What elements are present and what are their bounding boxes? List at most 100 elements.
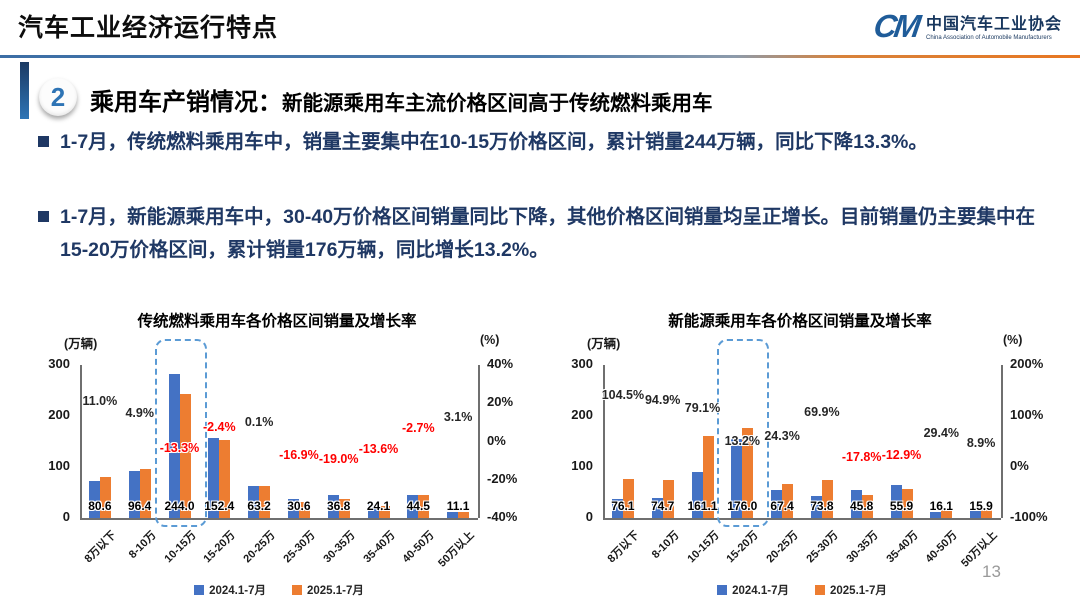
bar-2025 — [941, 509, 953, 518]
right-axis-tick-label: 200% — [1010, 356, 1044, 371]
y-axis-line — [80, 365, 82, 518]
bar-2024 — [691, 472, 703, 518]
y-axis-tick-label: 300 — [571, 356, 593, 371]
bar-2024 — [248, 485, 260, 518]
bar-value-label: 80.6 — [88, 499, 112, 513]
right-axis-tick-label: 20% — [487, 394, 514, 410]
bar-2024 — [287, 499, 299, 518]
growth-rate-label: 94.9% — [644, 392, 681, 407]
header-divider — [0, 55, 1080, 58]
bar-2024 — [890, 485, 902, 518]
bar-2025 — [99, 476, 111, 518]
growth-rate-label: -2.7% — [401, 420, 435, 435]
growth-rate-label: 29.4% — [923, 426, 960, 440]
bar-2024 — [930, 511, 942, 518]
bar-value-label: 67.4 — [770, 499, 794, 513]
section-heading: 乘用车产销情况：新能源乘用车主流价格区间高于传统燃料乘用车 — [90, 82, 713, 117]
bar-value-label: 73.8 — [810, 499, 834, 513]
bar-2025 — [179, 393, 191, 518]
bar-2025 — [742, 428, 754, 518]
growth-rate-label: -19.0% — [318, 451, 359, 466]
bar-value-label: 176.0 — [727, 499, 758, 513]
bar-value-label: 24.1 — [366, 499, 391, 513]
bar-2024 — [731, 438, 743, 518]
secondary-axis-line — [478, 365, 480, 518]
bar-2024 — [407, 494, 419, 518]
bar-value-label: 15.9 — [969, 499, 993, 513]
bar-2024 — [447, 512, 459, 518]
growth-rate-label: -13.3% — [159, 440, 200, 455]
growth-rate-label: 79.1% — [684, 400, 721, 415]
highlight-box — [717, 339, 770, 527]
growth-rate-label: 4.9% — [125, 406, 154, 421]
bar-2025 — [662, 479, 674, 518]
right-axis-unit: (%) — [1003, 333, 1023, 347]
bar-2025 — [338, 499, 350, 518]
page-title: 汽车工业经济运行特点 — [18, 14, 279, 42]
bar-2024 — [771, 490, 783, 518]
bullet-item: 1-7月，新能源乘用车中，30-40万价格区间销量同比下降，其他价格区间销量均呈… — [38, 201, 1052, 267]
bar-2025 — [901, 489, 913, 518]
bar-2025 — [458, 512, 470, 518]
bullet-square-icon — [38, 136, 49, 147]
growth-rate-label: 11.0% — [82, 394, 118, 409]
growth-rate-label: 8.9% — [966, 436, 996, 451]
bullet-text: 1-7月，新能源乘用车中，30-40万价格区间销量同比下降，其他价格区间销量均呈… — [60, 206, 1036, 261]
bar-2025 — [782, 483, 794, 518]
bar-value-label: 55.9 — [889, 499, 914, 513]
bar-value-label: 244.0 — [164, 499, 195, 513]
legend-label: 2024.1-7月 — [732, 585, 789, 597]
chart-plot-area: 300 200 100 0 200% 100% 0% -100% 76.1 74.7 161.1 17… — [545, 303, 1075, 605]
highlight-box — [154, 339, 207, 527]
chart-title: 新能源乘用车各价格区间销量及增长率 — [668, 313, 932, 330]
bar-2025 — [622, 479, 634, 518]
left-axis-unit: (万辆) — [587, 337, 621, 351]
section-heading-sub: 新能源乘用车主流价格区间高于传统燃料乘用车 — [282, 92, 713, 115]
x-axis-line — [603, 518, 1001, 520]
legend-item: 2025.1-7月 — [815, 582, 887, 598]
chart-legend: 2024.1-7月 2025.1-7月 — [80, 582, 478, 598]
bar-2025 — [139, 468, 151, 518]
bar-value-label: 161.1 — [687, 499, 718, 513]
bar-2024 — [168, 374, 180, 518]
logo-name-cn: 中国汽车工业协会 — [925, 16, 1062, 33]
bar-value-label: 16.1 — [929, 499, 953, 513]
secondary-axis-line — [1001, 365, 1003, 518]
bar-value-label: 30.6 — [287, 499, 311, 513]
bar-2025 — [418, 495, 430, 518]
legend-label: 2024.1-7月 — [209, 585, 266, 597]
y-axis-tick-label: 0 — [62, 509, 70, 524]
bullet-text: 1-7月，传统燃料乘用车中，销量主要集中在10-15万价格区间，累计销量244万… — [60, 131, 928, 153]
growth-rate-label: 24.3% — [764, 428, 800, 443]
bar-value-label: 74.7 — [651, 499, 675, 513]
bar-2024 — [327, 494, 339, 518]
bullet-square-icon — [38, 211, 49, 222]
bar-2024 — [651, 498, 663, 518]
legend-swatch — [815, 585, 825, 595]
y-axis-tick-label: 0 — [585, 509, 593, 524]
bar-2024 — [367, 503, 379, 518]
bar-2025 — [981, 509, 993, 518]
bar-value-label: 96.4 — [128, 499, 152, 513]
growth-rate-label: -13.6% — [358, 441, 399, 456]
growth-rate-label: 69.9% — [804, 405, 840, 420]
growth-rate-label: -2.4% — [202, 420, 236, 435]
legend-item: 2024.1-7月 — [717, 582, 789, 598]
chart-fuel-vehicles: 传统燃料乘用车各价格区间销量及增长率 (万辆) (%) 300 200 100 0 40… — [22, 303, 552, 605]
bar-2024 — [850, 489, 862, 518]
bar-2025 — [219, 440, 231, 518]
logo-name-en: China Association of Automobile Manufact… — [925, 35, 1052, 41]
chart-nev-vehicles: 新能源乘用车各价格区间销量及增长率 (万辆) (%) 300 200 100 0 200… — [545, 303, 1075, 605]
growth-rate-label: 0.1% — [244, 415, 274, 430]
bar-value-label: 36.8 — [327, 499, 351, 513]
bar-2025 — [861, 494, 873, 518]
right-axis-tick-label: -20% — [487, 470, 518, 486]
right-axis-tick-label: 100% — [1010, 407, 1044, 422]
bar-value-label: 63.2 — [247, 499, 271, 513]
bullet-item: 1-7月，传统燃料乘用车中，销量主要集中在10-15万价格区间，累计销量244万… — [38, 126, 1052, 159]
right-axis-tick-label: 0% — [487, 432, 506, 448]
growth-rate-label: 3.1% — [443, 409, 473, 424]
growth-rate-label: 104.5% — [601, 387, 645, 402]
right-axis-tick-label: -40% — [487, 509, 518, 524]
